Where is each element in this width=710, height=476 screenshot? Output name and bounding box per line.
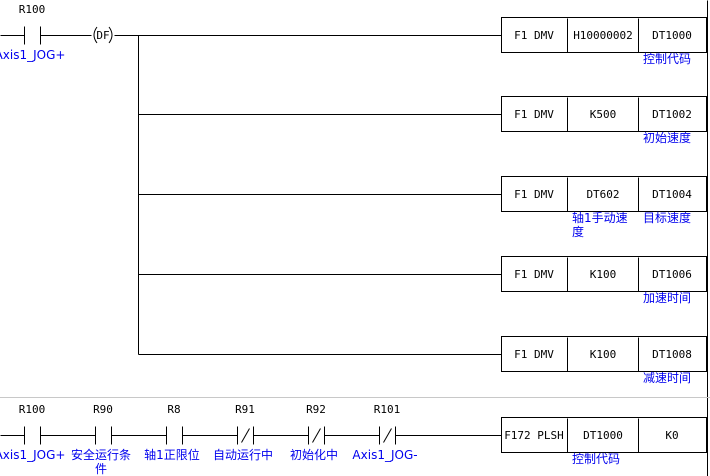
paren-right [108, 26, 113, 44]
source-comment: 轴1手动速 [572, 210, 628, 225]
paren-left [93, 26, 98, 44]
instruction-box [501, 96, 707, 132]
contact-slash [312, 428, 321, 443]
contact-r101[interactable]: R101 Axis1_JOG- [352, 403, 417, 462]
instruction-source: H10000002 [573, 29, 633, 42]
instruction-destination: DT1000 [652, 29, 692, 42]
instruction-destination: DT1006 [652, 268, 692, 281]
instruction-destination: DT1008 [652, 348, 692, 361]
source-comment: 度 [572, 224, 584, 239]
instruction-source: K100 [590, 348, 617, 361]
destination-comment: 减速时间 [643, 371, 691, 385]
instruction-opcode: F1 DMV [514, 348, 554, 361]
instruction-destination: DT1004 [652, 188, 692, 201]
instruction-destination: DT1002 [652, 108, 692, 121]
instruction-box [501, 17, 707, 53]
destination-comment: 加速时间 [643, 291, 691, 305]
destination-comment: 控制代码 [643, 52, 691, 66]
contact-slash [241, 428, 250, 443]
contact-address: R101 [374, 403, 401, 416]
contact-comment: 初始化中 [290, 447, 338, 462]
contact-address: R100 [19, 3, 46, 16]
df-edge-instruction[interactable]: DF [93, 26, 113, 44]
contact-address: R92 [306, 403, 326, 416]
contact-comment: 件 [95, 462, 107, 476]
contact-comment: Axis1_JOG- [352, 448, 417, 462]
instruction-source: DT1000 [583, 429, 623, 442]
contact-r100[interactable]: R100 Axis1_JOG+ [0, 403, 65, 462]
plsh-instruction[interactable]: F172 PLSH DT1000 K0 控制代码 [501, 417, 707, 467]
contact-address: R8 [167, 403, 180, 416]
instruction-destination: K0 [665, 429, 678, 442]
instruction-box [501, 256, 707, 292]
dmv-instruction-5[interactable]: F1 DMV K100 DT1008 减速时间 [501, 336, 707, 386]
destination-comment: 初始速度 [643, 130, 691, 145]
instruction-box [501, 176, 707, 212]
contact-comment: 自动运行中 [213, 447, 273, 462]
contact-r8[interactable]: R8 轴1正限位 [144, 403, 200, 462]
instruction-opcode: F1 DMV [514, 29, 554, 42]
destination-comment: 目标速度 [643, 210, 691, 225]
instruction-opcode: F1 DMV [514, 188, 554, 201]
dmv-instruction-1[interactable]: F1 DMV H10000002 DT1000 控制代码 [501, 17, 707, 67]
source-comment: 控制代码 [572, 452, 620, 466]
contact-address: R91 [235, 403, 255, 416]
dmv-instruction-4[interactable]: F1 DMV K100 DT1006 加速时间 [501, 256, 707, 306]
instruction-opcode: F172 PLSH [504, 429, 564, 442]
instruction-opcode: F1 DMV [514, 108, 554, 121]
contact-address: R100 [19, 403, 46, 416]
dmv-instruction-2[interactable]: F1 DMV K500 DT1002 初始速度 [501, 96, 707, 146]
contact-comment: Axis1_JOG+ [0, 48, 65, 62]
instruction-opcode: F1 DMV [514, 268, 554, 281]
instruction-box [501, 417, 707, 453]
df-label: DF [96, 29, 109, 42]
contact-r100[interactable]: R100 Axis1_JOG+ [0, 3, 65, 62]
contact-slash [383, 428, 392, 443]
instruction-box [501, 336, 707, 372]
instruction-source: DT602 [586, 188, 619, 201]
contact-r92[interactable]: R92 初始化中 [290, 403, 338, 462]
contact-comment: 轴1正限位 [144, 447, 200, 462]
contact-address: R90 [93, 403, 113, 416]
contact-comment: 安全运行条 [71, 447, 131, 462]
contact-r91[interactable]: R91 自动运行中 [213, 403, 273, 462]
instruction-source: K500 [590, 108, 617, 121]
contact-comment: Axis1_JOG+ [0, 448, 65, 462]
instruction-source: K100 [590, 268, 617, 281]
